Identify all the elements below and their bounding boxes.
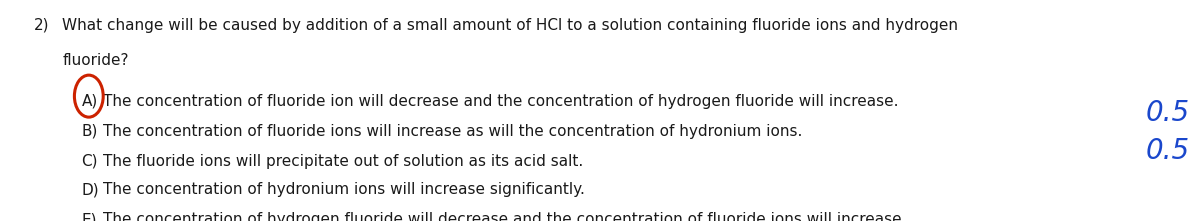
Text: The fluoride ions will precipitate out of solution as its acid salt.: The fluoride ions will precipitate out o… (103, 154, 583, 169)
Text: fluoride?: fluoride? (62, 53, 128, 68)
Text: What change will be caused by addition of a small amount of HCl to a solution co: What change will be caused by addition o… (62, 18, 959, 33)
Text: The concentration of fluoride ion will decrease and the concentration of hydroge: The concentration of fluoride ion will d… (103, 94, 899, 109)
Text: E): E) (82, 212, 97, 221)
Text: 2): 2) (34, 18, 49, 33)
Text: 0.5: 0.5 (1146, 137, 1190, 165)
Text: B): B) (82, 124, 98, 139)
Text: The concentration of hydrogen fluoride will decrease and the concentration of fl: The concentration of hydrogen fluoride w… (103, 212, 907, 221)
Text: The concentration of hydronium ions will increase significantly.: The concentration of hydronium ions will… (103, 182, 586, 197)
Text: D): D) (82, 182, 100, 197)
Text: A): A) (82, 94, 98, 109)
Text: C): C) (82, 154, 98, 169)
Text: The concentration of fluoride ions will increase as will the concentration of hy: The concentration of fluoride ions will … (103, 124, 803, 139)
Text: 0.5: 0.5 (1146, 99, 1190, 128)
